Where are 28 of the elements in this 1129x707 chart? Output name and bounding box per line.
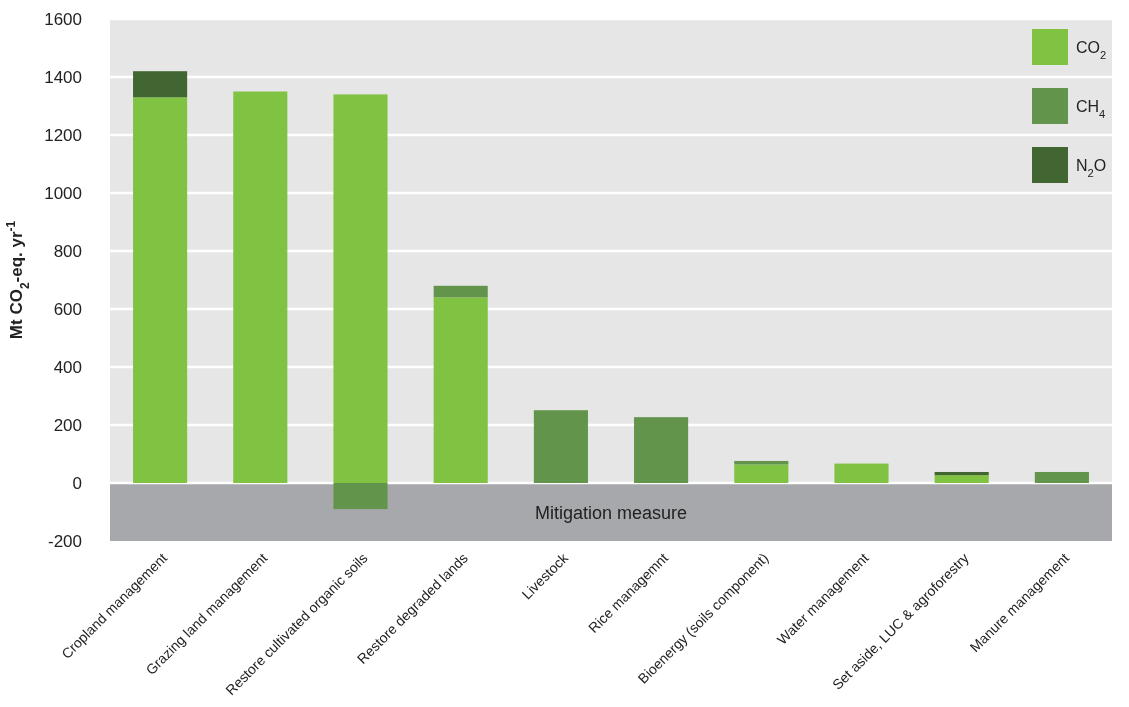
y-tick-label: 400 [53, 358, 82, 377]
bar [533, 410, 588, 483]
bar [934, 475, 989, 483]
y-tick-label: 600 [53, 300, 82, 319]
y-tick-label: -200 [47, 532, 82, 551]
legend-label: CO$_{2}$ [1076, 39, 1107, 61]
y-tick-label: 1000 [44, 184, 82, 203]
legend-label: N$_{2}$O [1076, 157, 1107, 179]
legend-label: CH$_{4}$ [1076, 98, 1106, 120]
bar [834, 463, 889, 483]
bar [233, 91, 288, 483]
band-label: Mitigation measure [534, 503, 688, 523]
y-tick-label: 800 [53, 242, 82, 261]
bar [934, 471, 989, 476]
bar [433, 297, 488, 483]
y-tick-label: 0 [72, 474, 82, 493]
bar [634, 417, 689, 483]
bar [333, 483, 388, 510]
y-tick-label: 1200 [44, 126, 82, 145]
bar [734, 464, 789, 483]
y-tick-label: 200 [53, 416, 82, 435]
bar [133, 71, 188, 98]
y-tick-label: 1600 [44, 10, 82, 29]
y-tick-label: 1400 [44, 68, 82, 87]
bar [133, 97, 188, 483]
bar [333, 94, 388, 483]
bar [1034, 471, 1089, 483]
bar [433, 285, 488, 298]
